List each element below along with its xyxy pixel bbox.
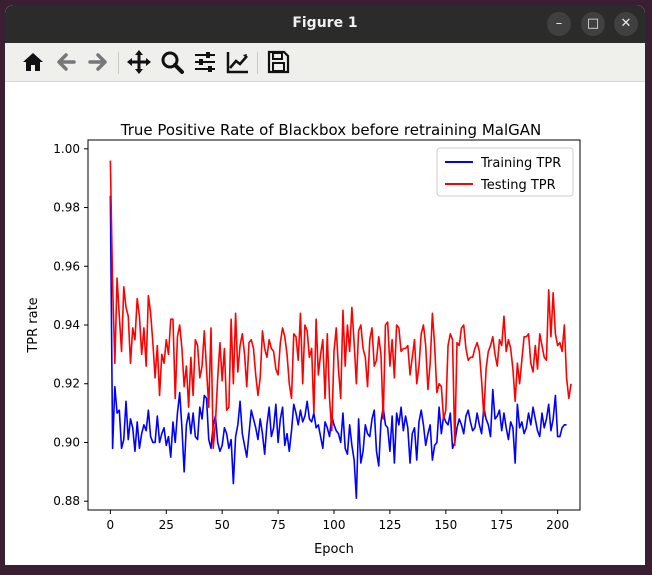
legend-label: Training TPR [480, 156, 561, 171]
x-tick-label: 25 [159, 518, 174, 532]
toolbar-separator [257, 52, 258, 74]
figure-window: Figure 1 – □ ✕ Tr [5, 5, 645, 565]
x-tick-label: 50 [215, 518, 230, 532]
x-axis-label: Epoch [314, 542, 354, 557]
y-tick-label: 0.98 [53, 201, 80, 215]
series-line-testing-tpr [109, 160, 572, 450]
x-tick-label: 100 [323, 518, 346, 532]
save-icon[interactable] [265, 49, 291, 75]
window-title: Figure 1 [292, 15, 358, 31]
x-tick-label: 175 [490, 518, 513, 532]
pan-icon[interactable] [126, 49, 152, 75]
y-tick-label: 0.92 [53, 377, 80, 391]
configure-icon[interactable] [192, 49, 218, 75]
y-tick-label: 0.90 [53, 435, 80, 449]
chart-canvas: True Positive Rate of Blackbox before re… [26, 121, 581, 557]
legend-label: Testing TPR [480, 178, 556, 193]
navigation-toolbar [5, 43, 645, 82]
x-tick-label: 125 [378, 518, 401, 532]
chart-title: True Positive Rate of Blackbox before re… [120, 121, 541, 139]
edit-axis-icon[interactable] [225, 49, 251, 75]
y-tick-label: 1.00 [53, 142, 80, 156]
toolbar-separator [118, 52, 119, 74]
x-tick-label: 200 [546, 518, 569, 532]
plot-area: True Positive Rate of Blackbox before re… [5, 82, 645, 565]
minimize-button[interactable]: – [547, 12, 571, 36]
close-button[interactable]: ✕ [614, 12, 638, 36]
home-icon[interactable] [20, 49, 46, 75]
maximize-button[interactable]: □ [581, 12, 605, 36]
x-tick-label: 150 [434, 518, 457, 532]
back-icon[interactable] [53, 49, 79, 75]
zoom-icon[interactable] [159, 49, 185, 75]
x-tick-label: 75 [270, 518, 285, 532]
x-tick-label: 0 [107, 518, 115, 532]
y-tick-label: 0.88 [53, 494, 80, 508]
legend: Training TPR Testing TPR [436, 147, 574, 197]
title-bar: Figure 1 – □ ✕ [5, 5, 645, 43]
forward-icon[interactable] [85, 49, 111, 75]
series-line-training-tpr [109, 195, 567, 500]
y-tick-label: 0.94 [53, 318, 80, 332]
y-axis-label: TPR rate [26, 297, 41, 353]
y-tick-label: 0.96 [53, 259, 80, 273]
